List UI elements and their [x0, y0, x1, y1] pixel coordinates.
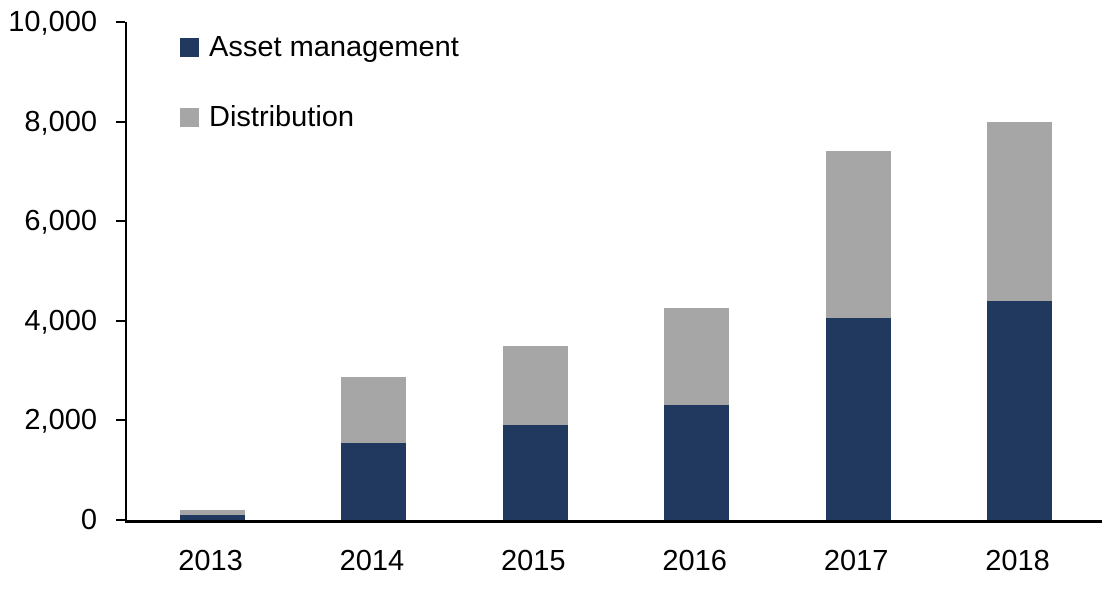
x-axis-label-2018: 2018 [985, 545, 1050, 577]
legend: Asset management Distribution [180, 33, 459, 132]
bar-segment-distribution-2017 [825, 151, 891, 319]
y-axis-tick [116, 519, 125, 521]
y-axis-label: 10,000 [8, 6, 97, 38]
bar-segment-asset-management-2014 [341, 442, 407, 520]
bar-segment-distribution-2018 [987, 121, 1052, 301]
y-axis-label: 8,000 [24, 105, 97, 138]
y-axis-tick [116, 21, 125, 23]
legend-label-distribution: Distribution [209, 101, 355, 133]
bar-segment-distribution-2013 [180, 510, 245, 516]
legend-swatch-asset-management [180, 38, 199, 57]
bar-segment-distribution-2014 [341, 377, 407, 443]
bar-segment-distribution-2015 [502, 345, 568, 426]
y-axis-label: 6,000 [24, 205, 97, 238]
y-axis-label: 4,000 [24, 304, 97, 337]
legend-item-asset-management: Asset management [180, 33, 459, 62]
legend-swatch-distribution [180, 108, 199, 127]
x-axis-label-2017: 2017 [823, 545, 889, 577]
plot-area: Asset management Distribution [125, 22, 1102, 523]
x-axis-label-2015: 2015 [501, 545, 566, 577]
bar-segment-asset-management-2016 [664, 405, 730, 520]
legend-label-asset-management: Asset management [209, 31, 459, 63]
x-axis-label-2016: 2016 [662, 545, 727, 577]
x-axis-label-2014: 2014 [339, 545, 405, 577]
bar-segment-distribution-2016 [664, 308, 730, 406]
bar-segment-asset-management-2015 [502, 425, 568, 520]
y-axis-tick [116, 419, 125, 422]
y-axis-label: 2,000 [24, 404, 97, 437]
bar-segment-asset-management-2013 [180, 515, 245, 520]
y-axis-tick [116, 220, 125, 223]
legend-item-distribution: Distribution [180, 103, 459, 132]
y-axis-label: 0 [80, 504, 97, 536]
bar-segment-asset-management-2017 [825, 318, 891, 520]
y-axis-tick [116, 319, 125, 322]
y-axis-tick [116, 120, 125, 123]
x-axis-label-2013: 2013 [178, 545, 243, 577]
bar-segment-asset-management-2018 [987, 300, 1052, 520]
